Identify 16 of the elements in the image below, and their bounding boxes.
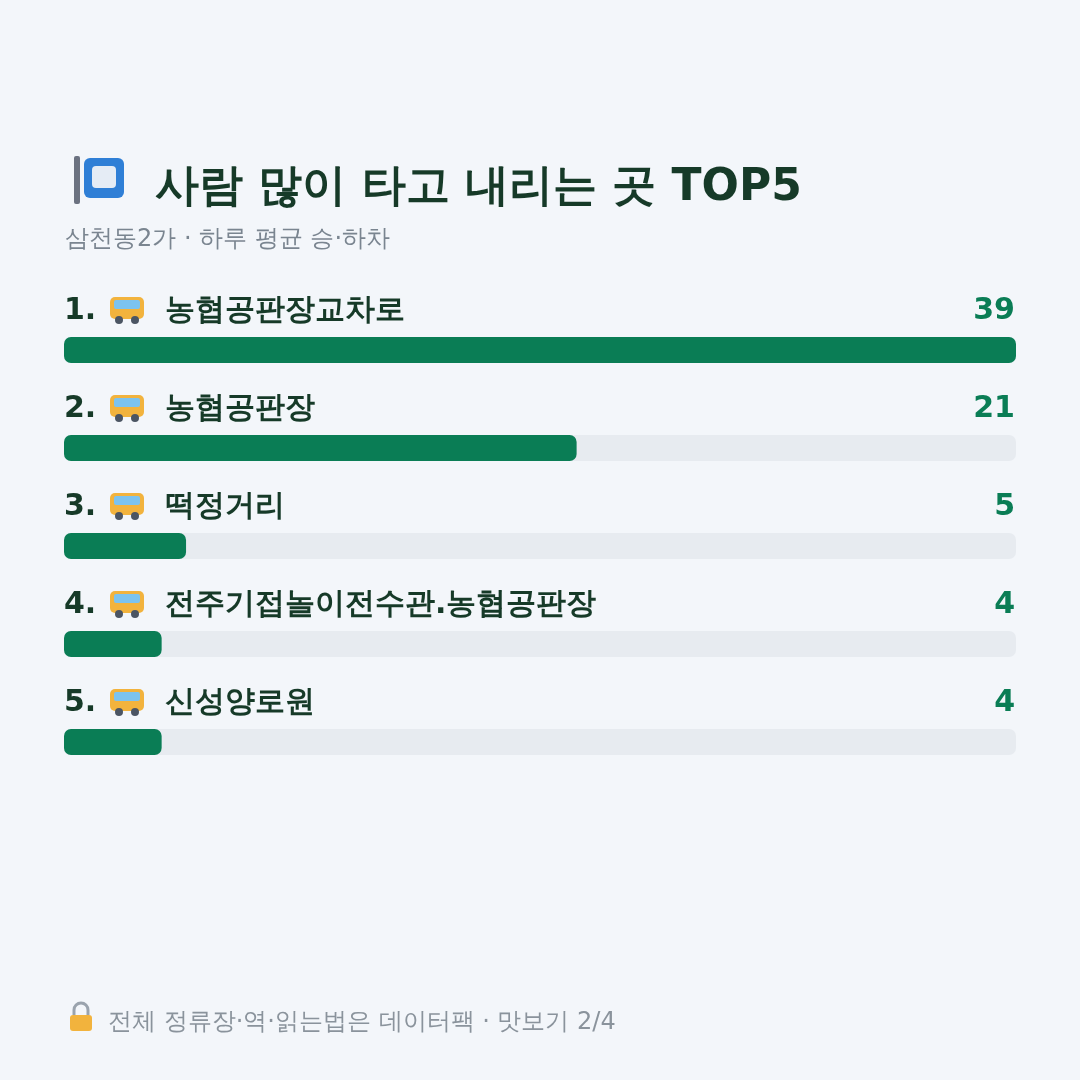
bar: [64, 631, 162, 657]
bar: [64, 533, 187, 559]
category-label: 3. 떡정거리: [64, 487, 285, 522]
data-label: 5: [994, 487, 1015, 522]
data-label: 4: [994, 683, 1015, 718]
data-label: 39: [973, 291, 1015, 326]
text: 전체 정류장·역·읽는법은 데이터팩 · 맛보기 2/4: [108, 1007, 616, 1035]
category-label: 4. 전주기접놀이전수관.농협공판장: [64, 585, 597, 620]
chart-subtitle: 삼천동2가 · 하루 평균 승·하차: [65, 224, 391, 252]
category-label: 2. 농협공판장: [64, 389, 315, 424]
chart-title: 사람 많이 타고 내리는 곳 TOP5: [155, 159, 802, 210]
data-label: 21: [973, 389, 1015, 424]
bar: [64, 729, 162, 755]
category-label: 5. 신성양로원: [64, 683, 315, 718]
category-label: 1. 농협공판장교차로: [64, 291, 405, 326]
data-label: 4: [994, 585, 1015, 620]
